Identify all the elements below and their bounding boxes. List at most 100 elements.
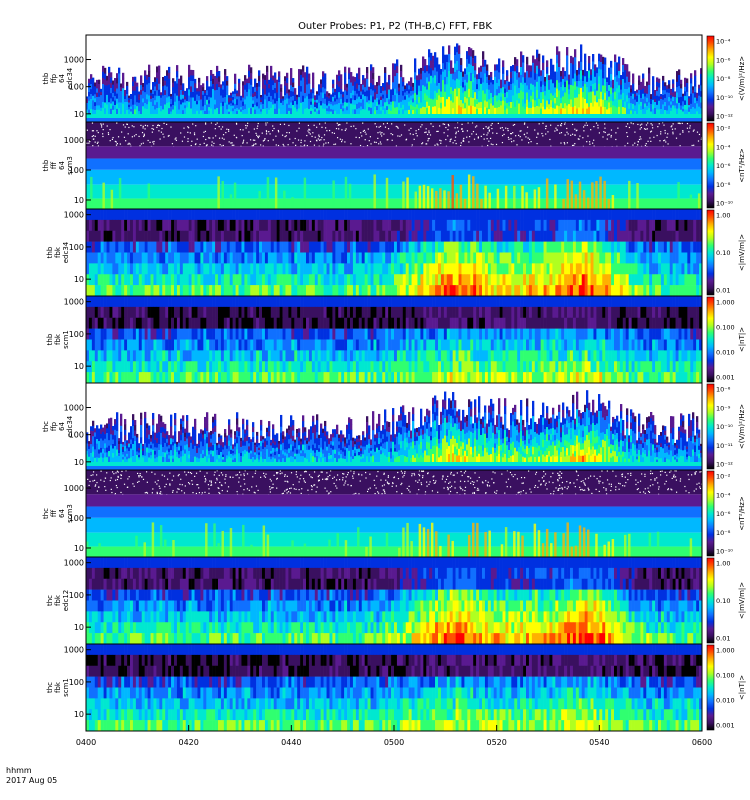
colorbar-tick-label: 0.01 (716, 635, 730, 643)
x-tick-label: 0600 (692, 738, 712, 747)
y-tick-label: 100 (69, 431, 84, 440)
panel-ylabel: thb ffp 64 edc34 (42, 67, 74, 89)
spectrogram-image (86, 209, 702, 296)
time-axis-date-label: 2017 Aug 05 (6, 776, 57, 785)
spectrogram-panel: 1000 100 10 thb fbk scm1 1.000 0.100 0.010 0.001 <… (46, 295, 746, 384)
colorbar-tick-label: 10⁻⁴ (716, 38, 731, 46)
y-tick-label: 1000 (64, 136, 84, 145)
colorbar-tick-label: 10⁻² (716, 473, 731, 481)
colorbar: 10⁻⁸ 10⁻⁹ 10⁻¹⁰ 10⁻¹¹ 10⁻¹² <(V/m)²/Hz> (706, 383, 746, 470)
colorbar-label: <nT²/Hz> (738, 496, 746, 531)
panel-ylabel: thb fbk edc34 (46, 241, 70, 263)
y-tick-label: 100 (69, 166, 84, 175)
panel-ylabel-line: edc12 (62, 590, 70, 612)
y-tick-label: 100 (69, 591, 84, 600)
y-tick-label: 10 (74, 458, 84, 467)
x-tick-label: 0420 (178, 738, 198, 747)
colorbar-tick-label: 10⁻⁸ (716, 386, 731, 394)
time-axis: 0400 0420 0440 0500 0520 0540 0600 (76, 725, 712, 747)
panel-ylabel-line: 64 (58, 422, 66, 431)
y-tick-label: 10 (74, 110, 84, 119)
y-tick-label: 100 (69, 83, 84, 92)
colorbar: 10⁻⁴ 10⁻⁶ 10⁻⁸ 10⁻¹⁰ 10⁻¹² <(V/m)²/Hz> (706, 35, 746, 122)
panel-ylabel-line: fff (50, 161, 58, 169)
colorbar-label: <|mV/m|> (738, 582, 746, 619)
panel-ylabel-line: thc (42, 421, 50, 432)
panel-ylabel-line: thc (46, 682, 54, 693)
colorbar-label: <|nT|> (738, 327, 746, 352)
y-tick-label: 100 (69, 678, 84, 687)
spectrogram-image (86, 557, 702, 644)
spectrogram-panel: 1000 100 10 thc fbk edc12 1.00 0.10 0.01 <|mV/m|> (46, 556, 746, 645)
colorbar-tick-label: 10⁻⁸ (716, 75, 731, 83)
colorbar-tick-label: 0.01 (716, 287, 730, 295)
y-tick-label: 10 (74, 544, 84, 553)
colorbar: 1.000 0.100 0.010 0.001 <|nT|> (706, 296, 746, 383)
colorbar: 1.00 0.10 0.01 <|mV/m|> (706, 209, 746, 296)
colorbar-tick-label: 10⁻¹² (716, 461, 733, 469)
x-tick-label: 0440 (281, 738, 301, 747)
colorbar-tick-label: 0.010 (716, 697, 735, 705)
colorbar-tick-label: 10⁻⁴ (716, 143, 731, 151)
colorbar: 1.00 0.10 0.01 <|mV/m|> (706, 557, 746, 644)
panel-ylabel-line: fff (50, 509, 58, 517)
x-tick-label: 0500 (384, 738, 404, 747)
colorbar-tick-label: 0.010 (716, 349, 735, 357)
colorbar-label: <(V/m)²/Hz> (738, 56, 746, 101)
y-tick-label: 10 (74, 623, 84, 632)
y-tick-label: 1000 (64, 559, 84, 568)
y-tick-label: 1000 (64, 484, 84, 493)
spectrogram-image (86, 644, 702, 731)
colorbar-label: <(V/m)²/Hz> (738, 404, 746, 449)
panel-ylabel: thc fbk scm1 (46, 678, 70, 697)
colorbar-tick-label: 10⁻¹¹ (716, 442, 733, 450)
spectrogram-panel: 1000 100 10 thc fbk scm1 1.000 0.100 0.010 0.001 <… (46, 643, 746, 732)
panel-ylabel-line: fbk (54, 246, 62, 258)
panel-ylabel-line: scm1 (62, 330, 70, 349)
panel-ylabel-line: scm3 (66, 156, 74, 175)
y-tick-label: 1000 (64, 211, 84, 220)
x-tick-label: 0400 (76, 738, 96, 747)
panel-ylabel-line: thc (42, 508, 50, 519)
panel-ylabel: thb fbk scm1 (46, 330, 70, 349)
panel-ylabel-line: thb (42, 159, 50, 171)
panel-ylabel: thb fff 64 scm3 (42, 156, 74, 175)
spectrogram-panel: 1000 100 10 thc ffp 64 edc34 10⁻⁸ 10⁻⁹ 10⁻¹⁰ 10⁻¹¹… (42, 382, 746, 471)
panel-ylabel-line: 64 (58, 74, 66, 83)
colorbar: 10⁻² 10⁻⁴ 10⁻⁶ 10⁻⁸ 10⁻¹⁰ <nT²/Hz> (706, 122, 746, 209)
colorbar-tick-label: 10⁻⁹ (716, 404, 731, 412)
y-tick-label: 100 (69, 330, 84, 339)
colorbar-tick-label: 0.10 (716, 597, 730, 605)
colorbar-tick-label: 0.100 (716, 324, 735, 332)
colorbar-tick-label: 10⁻¹⁰ (716, 200, 733, 208)
panel-ylabel-line: edc34 (66, 67, 74, 89)
y-tick-label: 10 (74, 710, 84, 719)
panel-ylabel-line: 64 (58, 161, 66, 170)
spectrogram-image (86, 383, 702, 470)
panel-ylabel-line: edc34 (66, 415, 74, 437)
spectrogram-image (86, 470, 702, 557)
panel-ylabel-line: fbk (54, 333, 62, 345)
time-axis-unit-label: hhmm (6, 766, 32, 775)
spectrogram-image (86, 296, 702, 383)
colorbar-tick-label: 10⁻⁸ (716, 181, 731, 189)
y-tick-label: 1000 (64, 298, 84, 307)
colorbar: 1.000 0.100 0.010 0.001 <|nT|> (706, 644, 746, 731)
panel-ylabel-line: thb (42, 72, 50, 84)
colorbar-tick-label: 10⁻⁶ (716, 56, 731, 64)
colorbar-tick-label: 10⁻⁶ (716, 162, 731, 170)
spectrogram-image (86, 122, 702, 209)
colorbar-label: <|nT|> (738, 675, 746, 700)
panel-ylabel-line: ffp (50, 73, 58, 83)
panel-ylabel-line: scm1 (62, 678, 70, 697)
colorbar-tick-label: 10⁻¹⁰ (716, 94, 733, 102)
panel-ylabel-line: thb (46, 333, 54, 345)
colorbar-tick-label: 10⁻¹⁰ (716, 423, 733, 431)
colorbar-tick-label: 10⁻² (716, 125, 731, 133)
y-tick-label: 100 (69, 243, 84, 252)
colorbar-tick-label: 0.001 (716, 374, 735, 382)
y-tick-label: 100 (69, 514, 84, 523)
